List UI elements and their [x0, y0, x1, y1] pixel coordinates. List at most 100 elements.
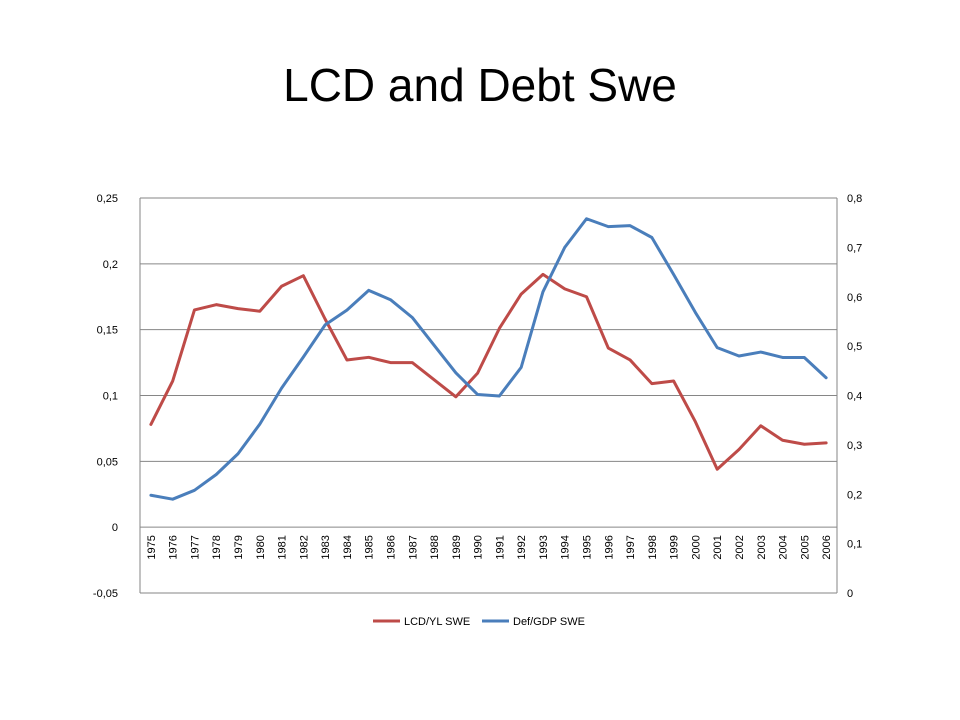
- data-point: [519, 366, 523, 369]
- x-tick-label: 1988: [429, 535, 441, 559]
- data-point: [737, 354, 741, 358]
- x-tick-label: 1995: [582, 535, 594, 559]
- right-tick-label: 0,6: [847, 292, 862, 304]
- data-point: [716, 346, 719, 349]
- left-tick-label: 0,15: [97, 325, 118, 337]
- x-tick-label: 1978: [211, 535, 223, 559]
- x-tick-label: 1990: [473, 535, 485, 559]
- data-point: [302, 355, 305, 359]
- data-point: [215, 473, 218, 476]
- x-tick-label: 2006: [821, 535, 833, 559]
- x-tick-label: 2000: [690, 535, 702, 559]
- data-point: [650, 382, 654, 385]
- data-point: [323, 317, 327, 321]
- data-point: [389, 361, 392, 364]
- data-point: [302, 274, 305, 277]
- data-point: [280, 386, 283, 390]
- x-tick-label: 1975: [146, 535, 158, 559]
- x-tick-label: 1999: [669, 535, 681, 559]
- data-point: [650, 236, 654, 239]
- right-tick-label: 0,4: [847, 391, 862, 403]
- right-tick-label: 0,2: [847, 489, 862, 501]
- data-point: [432, 343, 436, 347]
- data-point: [389, 298, 392, 301]
- left-tick-label: 0,25: [97, 193, 118, 205]
- right-tick-label: 0: [847, 588, 853, 600]
- x-tick-label: 2003: [756, 535, 768, 559]
- series-lines: [149, 217, 828, 501]
- data-point: [476, 371, 479, 375]
- data-point: [193, 308, 196, 312]
- data-point: [628, 358, 632, 362]
- data-point: [672, 273, 675, 276]
- x-tick-label: 1977: [189, 535, 201, 559]
- left-tick-label: 0: [112, 522, 118, 534]
- right-tick-label: 0,7: [847, 242, 862, 254]
- data-point: [781, 356, 784, 359]
- x-tick-label: 1984: [342, 535, 354, 559]
- data-point: [498, 394, 501, 398]
- x-tick-label: 1985: [364, 535, 376, 559]
- x-tick-label: 1987: [407, 535, 419, 559]
- data-point: [323, 323, 327, 327]
- x-axis: 1975 1976 1977 1978 1979 1980 1981 1982 1983 1984…: [146, 535, 833, 559]
- data-point: [781, 439, 784, 442]
- x-tick-label: 1982: [298, 535, 310, 559]
- data-point: [759, 424, 762, 427]
- right-tick-label: 0,3: [847, 440, 862, 452]
- x-tick-label: 1980: [255, 535, 267, 559]
- slide-title: LCD and Debt Swe: [283, 59, 677, 111]
- x-tick-label: 1989: [451, 535, 463, 559]
- x-tick-label: 2005: [799, 535, 811, 559]
- data-point: [258, 310, 261, 313]
- series-line-0: [149, 272, 828, 471]
- data-point: [345, 308, 349, 312]
- data-point: [149, 423, 153, 426]
- data-point: [258, 422, 261, 426]
- data-point: [716, 468, 719, 471]
- data-point: [367, 289, 370, 292]
- data-point: [280, 285, 283, 288]
- data-point: [585, 217, 588, 220]
- series-line-1: [149, 217, 828, 501]
- data-point: [803, 356, 806, 359]
- x-tick-label: 1983: [320, 535, 332, 559]
- data-point: [519, 292, 523, 296]
- x-tick-label: 2004: [778, 535, 790, 559]
- x-tick-label: 2002: [734, 535, 746, 559]
- data-point: [432, 378, 436, 381]
- x-tick-label: 1994: [560, 535, 572, 559]
- data-point: [367, 356, 370, 359]
- data-point: [345, 358, 349, 362]
- data-point: [411, 316, 414, 319]
- data-point: [236, 452, 240, 455]
- x-tick-label: 1996: [603, 535, 615, 559]
- data-point: [454, 371, 458, 374]
- data-point: [563, 246, 566, 249]
- data-point: [171, 379, 174, 383]
- right-tick-label: 0,8: [847, 193, 862, 205]
- left-y-axis: -0,05 0 0,05 0,1 0,15 0,2 0,25: [93, 193, 118, 600]
- data-point: [476, 393, 479, 396]
- data-point: [149, 494, 153, 497]
- legend-label: LCD/YL SWE: [404, 616, 470, 628]
- data-point: [236, 307, 240, 310]
- data-point: [803, 443, 806, 446]
- left-tick-label: 0,1: [103, 391, 118, 403]
- data-point: [215, 303, 218, 306]
- legend-label: Def/GDP SWE: [513, 616, 585, 628]
- data-point: [672, 379, 675, 383]
- x-tick-label: 1979: [233, 535, 245, 559]
- right-y-axis: 0 0,1 0,2 0,3 0,4 0,5 0,6 0,7 0,8: [847, 193, 862, 600]
- data-point: [541, 273, 545, 276]
- data-point: [607, 346, 610, 350]
- data-point: [628, 224, 632, 227]
- data-point: [563, 287, 566, 291]
- x-tick-label: 1986: [385, 535, 397, 559]
- right-tick-label: 0,1: [847, 539, 862, 551]
- data-point: [541, 290, 545, 294]
- x-tick-label: 1997: [625, 535, 637, 559]
- x-tick-label: 1976: [168, 535, 180, 559]
- data-point: [454, 395, 458, 399]
